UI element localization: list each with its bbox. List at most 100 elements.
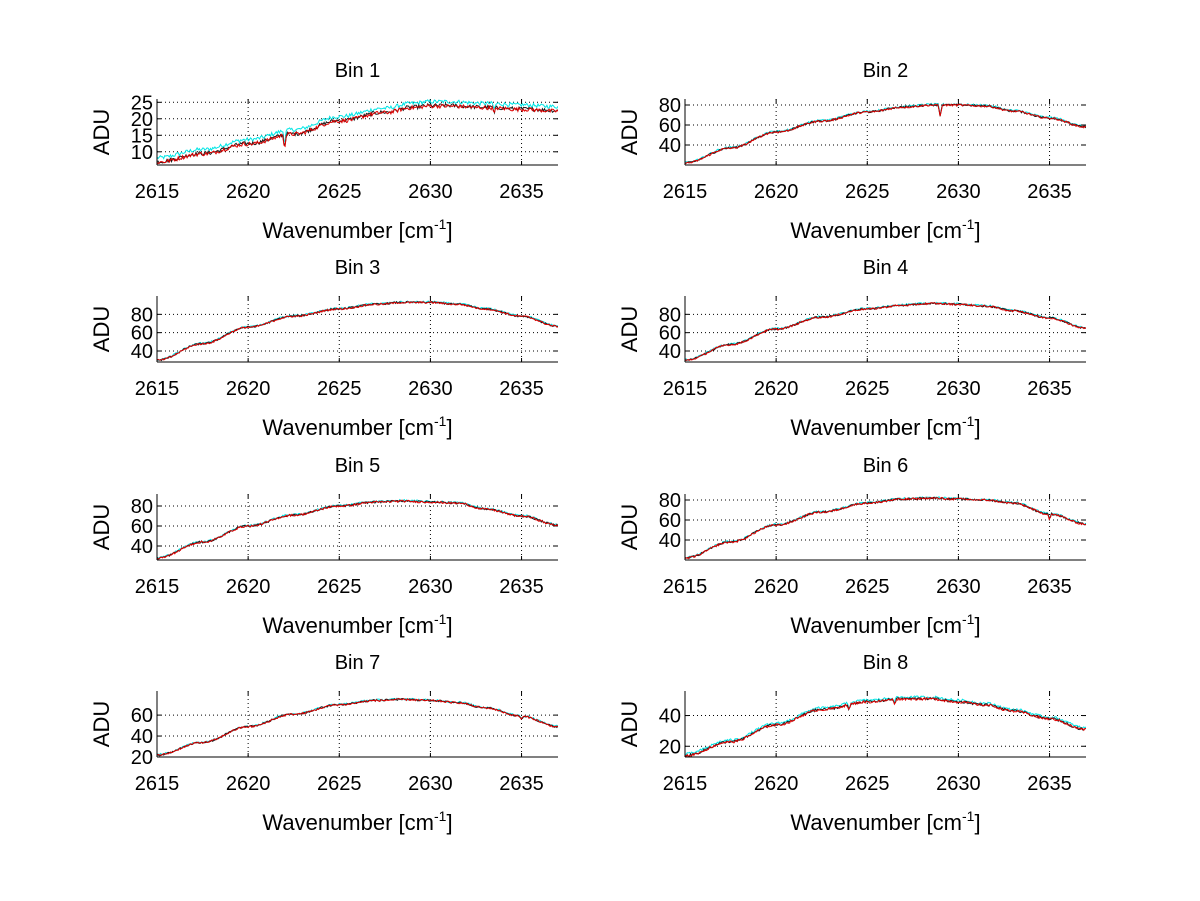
y-tick-label: 40: [131, 341, 153, 363]
y-axis-label: ADU: [617, 109, 642, 155]
x-tick-label: 2630: [936, 773, 981, 795]
y-tick-label: 60: [659, 510, 681, 532]
x-tick-label: 2625: [317, 576, 362, 598]
series-line-3: [685, 496, 1086, 560]
x-tick-label: 2615: [663, 576, 708, 598]
x-tick-label: 2630: [936, 576, 981, 598]
x-tick-label: 2620: [226, 773, 271, 795]
chart-title: Bin 8: [863, 652, 909, 674]
x-tick-label: 2625: [845, 773, 890, 795]
series-line-3: [157, 301, 558, 361]
y-tick-label: 40: [659, 706, 681, 728]
y-tick-label: 10: [131, 142, 153, 164]
y-tick-label: 40: [659, 530, 681, 552]
series-line-3: [157, 697, 558, 756]
x-axis-label: Wavenumber [cm-1]: [790, 808, 980, 835]
chart-title: Bin 3: [335, 257, 381, 279]
series-line-3: [685, 302, 1086, 361]
y-tick-label: 60: [659, 115, 681, 137]
y-axis-label: ADU: [89, 504, 114, 550]
x-tick-label: 2630: [408, 181, 453, 203]
y-tick-label: 40: [659, 341, 681, 363]
y-tick-label: 60: [131, 705, 153, 727]
chart-title: Bin 7: [335, 652, 381, 674]
y-tick-label: 20: [131, 109, 153, 131]
chart-title: Bin 1: [335, 60, 381, 82]
x-tick-label: 2620: [226, 576, 271, 598]
x-tick-label: 2620: [754, 378, 799, 400]
chart-title: Bin 4: [863, 257, 909, 279]
y-axis-label: ADU: [617, 701, 642, 747]
x-tick-label: 2635: [499, 181, 544, 203]
x-tick-label: 2630: [408, 378, 453, 400]
y-tick-label: 25: [131, 92, 153, 114]
x-axis-label: Wavenumber [cm-1]: [262, 413, 452, 440]
x-tick-label: 2625: [317, 181, 362, 203]
chart-title: Bin 5: [335, 455, 381, 477]
series-line-1: [157, 99, 558, 160]
x-tick-label: 2635: [499, 378, 544, 400]
x-tick-label: 2615: [135, 773, 180, 795]
x-axis-label: Wavenumber [cm-1]: [262, 808, 452, 835]
x-axis-label: Wavenumber [cm-1]: [262, 216, 452, 243]
x-tick-label: 2635: [1027, 378, 1072, 400]
y-tick-label: 60: [131, 516, 153, 538]
x-tick-label: 2635: [1027, 773, 1072, 795]
x-tick-label: 2635: [499, 773, 544, 795]
y-axis-label: ADU: [89, 109, 114, 155]
y-tick-label: 80: [659, 304, 681, 326]
chart-title: Bin 6: [863, 455, 909, 477]
x-axis-label: Wavenumber [cm-1]: [262, 611, 452, 638]
x-tick-label: 2625: [317, 773, 362, 795]
y-tick-label: 40: [659, 135, 681, 157]
x-tick-label: 2635: [1027, 181, 1072, 203]
series-line-3: [157, 499, 558, 560]
y-axis-label: ADU: [89, 306, 114, 352]
y-tick-label: 60: [659, 323, 681, 345]
y-tick-label: 20: [659, 736, 681, 758]
x-tick-label: 2635: [499, 576, 544, 598]
series-line-3: [685, 696, 1086, 757]
x-tick-label: 2620: [226, 181, 271, 203]
x-tick-label: 2620: [754, 773, 799, 795]
x-tick-label: 2620: [754, 576, 799, 598]
x-tick-label: 2630: [936, 181, 981, 203]
y-tick-label: 40: [131, 726, 153, 748]
x-tick-label: 2615: [135, 181, 180, 203]
x-tick-label: 2615: [135, 378, 180, 400]
y-tick-label: 40: [131, 536, 153, 558]
series-line-3: [157, 103, 558, 165]
series-line-3: [685, 103, 1086, 165]
y-tick-label: 80: [131, 304, 153, 326]
x-tick-label: 2625: [317, 378, 362, 400]
x-tick-label: 2620: [226, 378, 271, 400]
x-axis-label: Wavenumber [cm-1]: [790, 413, 980, 440]
y-axis-label: ADU: [617, 306, 642, 352]
y-tick-label: 20: [131, 747, 153, 769]
x-axis-label: Wavenumber [cm-1]: [790, 216, 980, 243]
x-tick-label: 2615: [663, 378, 708, 400]
x-tick-label: 2625: [845, 378, 890, 400]
x-tick-label: 2625: [845, 181, 890, 203]
subplot-bin-8: Bin 8 2615 2620 2625 2630 2635 20 40 Wavenumber …: [617, 652, 1086, 835]
x-tick-label: 2615: [663, 773, 708, 795]
y-axis-label: ADU: [617, 504, 642, 550]
x-tick-label: 2630: [408, 773, 453, 795]
y-tick-label: 15: [131, 125, 153, 147]
y-tick-label: 80: [659, 95, 681, 117]
chart-title: Bin 2: [863, 60, 909, 82]
x-tick-label: 2635: [1027, 576, 1072, 598]
x-tick-label: 2615: [663, 181, 708, 203]
x-axis-label: Wavenumber [cm-1]: [790, 611, 980, 638]
x-tick-label: 2615: [135, 576, 180, 598]
